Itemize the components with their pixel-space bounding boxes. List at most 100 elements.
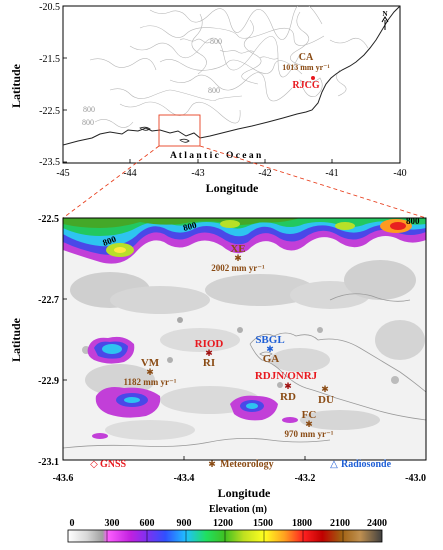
top-y-tick: -21.5 [39,54,60,65]
station-du: ✱ DU [318,384,334,406]
bottom-y-tick: -22.7 [38,295,59,306]
top-x-tick: -40 [393,168,406,179]
station-riod: RIOD ✱ RI [195,338,224,369]
top-x-tick: -44 [123,168,136,179]
vm-precip: 1182 mm yr⁻¹ [124,377,177,387]
gnss-legend-label: GNSS [100,459,127,470]
top-y-tick: -23.5 [39,157,60,168]
colorbar-title: Elevation (m) [209,504,267,515]
colorbar-tick: 300 [105,518,120,529]
massif [87,336,135,364]
station-sbgl: SBGL ✱ GA [255,334,284,365]
sbgl-label: SBGL [255,334,284,346]
station-xe: XE ✱ 2002 mm yr⁻¹ [211,243,265,273]
bottom-y-tick: -22.5 [38,214,59,225]
bottom-y-tick: -22.9 [38,376,59,387]
massif [230,395,298,423]
relief-shading [70,260,425,440]
station-vm: VM ✱ 1182 mm yr⁻¹ [124,357,177,387]
colorbar-tick: 2400 [367,518,387,529]
gnss-marker-icon: ✱ [284,381,292,391]
radiosonde-legend-label: Radiosonde [341,459,392,470]
meteorology-marker-icon: ✱ [234,253,242,263]
top-ylabel: Latitude [9,63,23,108]
station-fc: FC ✱ 970 mm yr⁻¹ [285,409,334,439]
zoom-connector [62,145,427,219]
bottom-x-tick: -43.0 [405,473,426,484]
bottom-contour-label: 800 [101,234,118,248]
top-xlabel: Longitude [206,181,259,195]
top-y-tick: -22.5 [39,106,60,117]
rdjn-label: RDJN/ONRJ [255,370,318,382]
vm-label: VM [141,357,160,369]
top-x-tick: -43 [191,168,204,179]
ca-precip: 1013 mm yr⁻¹ [282,63,330,72]
bottom-contour-label: 800 [182,220,198,233]
zoom-box [158,114,201,147]
colorbar-tick: 0 [70,518,75,529]
top-x-tick: -41 [325,168,338,179]
colorbar-tick: 1800 [292,518,312,529]
gnss-legend-icon: ◇ [90,459,98,470]
rd-label: RD [280,391,296,403]
ga-label: GA [263,353,280,365]
top-map: 800 800 800 800 A t l a n t i c O c e a … [9,2,407,195]
bottom-x-tick: -43.6 [53,473,74,484]
station-rdjn: RDJN/ONRJ ✱ RD [255,370,318,403]
ocean-label: A t l a n t i c O c e a n [170,151,262,161]
meteorology-marker-icon: ✱ [305,419,313,429]
bottom-xlabel: Longitude [218,486,271,500]
xe-precip: 2002 mm yr⁻¹ [211,263,265,273]
riod-label: RIOD [195,338,224,350]
top-contour-label: 800 [210,37,222,46]
bottom-x-tick: -43.2 [295,473,316,484]
north-arrow-icon: N [381,10,389,30]
mountain-range [63,218,426,264]
top-contour-label: 800 [208,86,220,95]
du-label: DU [318,394,334,406]
bottom-y-tick: -23.1 [38,457,59,468]
top-contour-label: 800 [83,105,95,114]
top-coastline [63,6,400,146]
north-label: N [382,10,387,18]
ca-label: CA [299,52,314,63]
top-island [179,138,190,143]
gnss-marker-icon: ✱ [205,348,213,358]
radiosonde-legend-icon: △ [330,459,338,470]
top-x-tick: -45 [56,168,69,179]
top-contour-label: 800 [82,118,94,127]
rjcg-label: RJCG [292,80,319,91]
colorbar-tick: 1500 [253,518,273,529]
meteorology-legend-icon: ✱ [208,459,216,469]
top-x-tick: -42 [258,168,271,179]
map-legend: ◇ GNSS ✱ Meteorology △ Radiosonde [90,459,391,470]
colorbar: Elevation (m) 0 300 600 900 1200 1500 18… [67,504,387,543]
bottom-x-tick: -43.4 [174,473,195,484]
bottom-map: 800 800 800 XE ✱ 2002 mm yr⁻¹ VM ✱ 1182 … [9,214,427,500]
top-terrain-contours [89,6,369,128]
fc-precip: 970 mm yr⁻¹ [285,429,334,439]
meteorology-marker-icon: ✱ [146,367,154,377]
bottom-contour-label: 800 [406,216,420,226]
top-y-tick: -20.5 [39,2,60,13]
meteorology-legend-label: Meteorology [220,459,274,470]
colorbar-tick: 900 [177,518,192,529]
top-island [139,126,151,131]
xe-label: XE [230,243,245,255]
massif [92,387,161,439]
colorbar-tick: 2100 [330,518,350,529]
fc-label: FC [302,409,317,421]
bottom-map-border [62,217,427,461]
meteorology-marker-icon: ✱ [321,384,329,394]
bottom-axis-ticks [62,217,427,461]
bottom-ylabel: Latitude [9,317,23,362]
top-bay-outline [299,77,323,97]
colorbar-tick: 1200 [213,518,233,529]
top-axis-ticks [62,5,401,163]
top-map-frame [62,5,401,164]
radiosonde-marker-icon: ✱ [266,344,274,354]
colorbar-tick: 600 [140,518,155,529]
ri-label: RI [203,357,215,369]
ca-marker [311,76,315,80]
bay-coastline [63,293,426,449]
